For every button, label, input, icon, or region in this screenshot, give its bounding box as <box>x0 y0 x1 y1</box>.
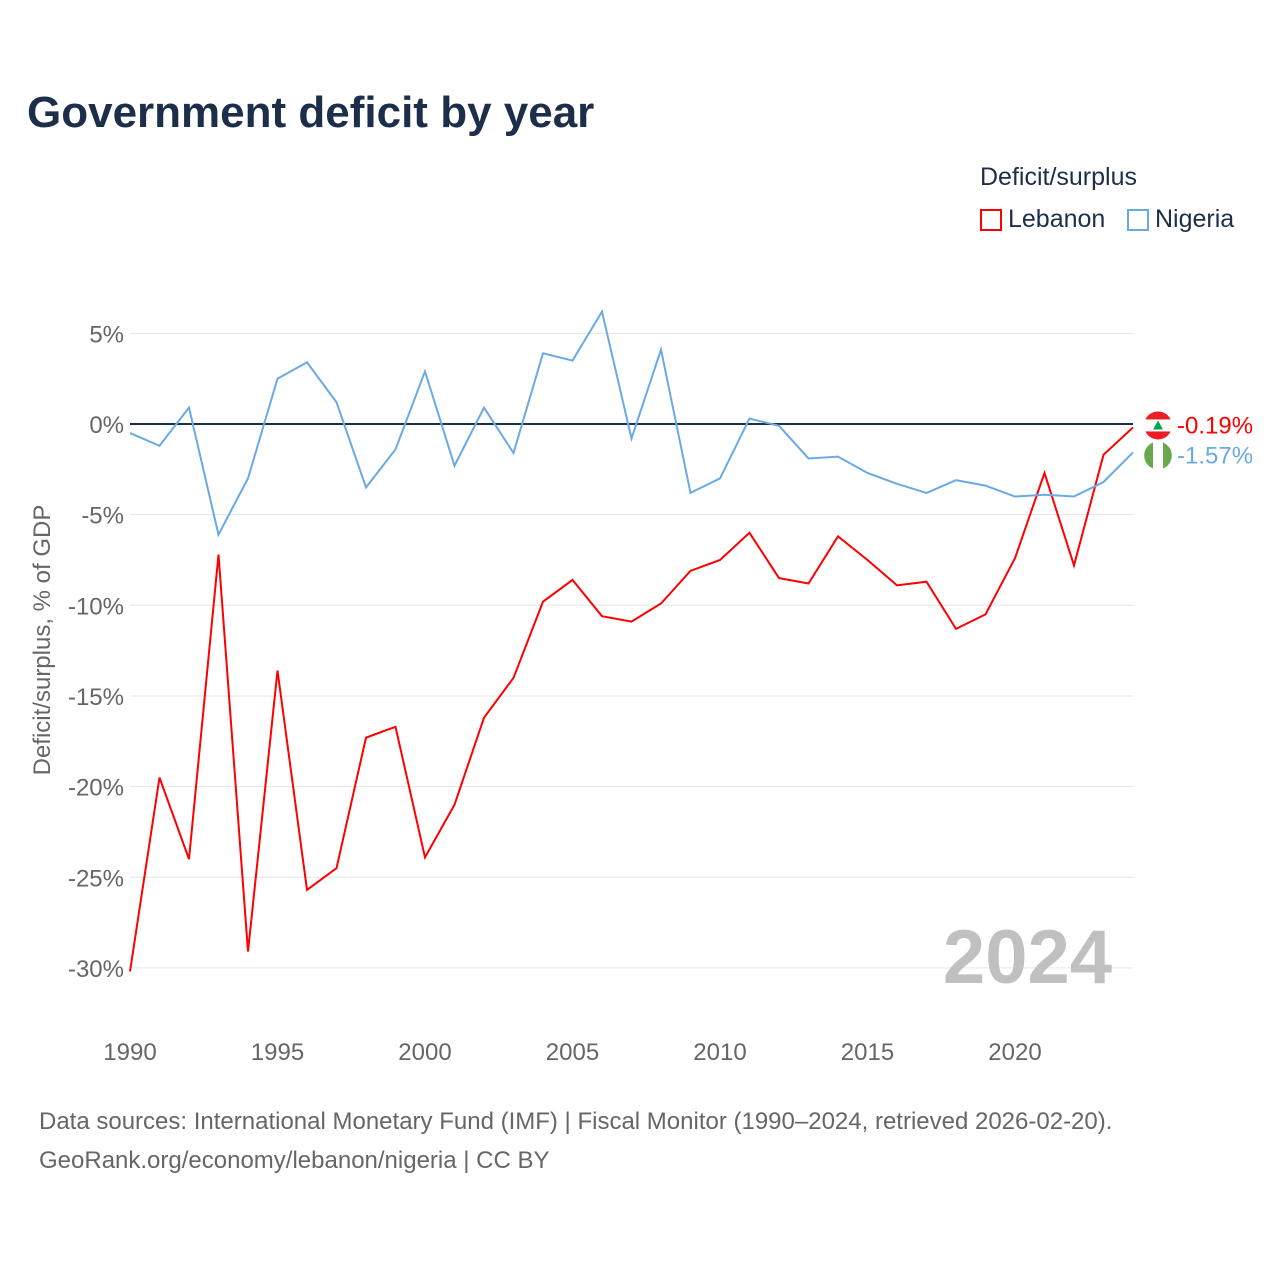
source-note: Data sources: International Monetary Fun… <box>39 1108 1113 1135</box>
series-line-nigeria <box>129 308 1134 538</box>
y-tick-label: -30% <box>68 956 124 983</box>
legend-label: Nigeria <box>1155 205 1235 233</box>
x-tick-label: 2020 <box>988 1039 1041 1066</box>
y-axis-label: Deficit/surplus, % of GDP <box>29 505 56 776</box>
y-tick-label: -10% <box>68 593 124 620</box>
source-link[interactable]: GeoRank.org/economy/lebanon/nigeria | CC… <box>39 1147 550 1174</box>
y-tick-label: -5% <box>81 503 124 530</box>
legend-swatch <box>1127 208 1149 231</box>
x-tick-label: 2015 <box>841 1039 894 1066</box>
series-line-lebanon <box>129 426 1134 972</box>
end-value-label: -1.57% <box>1177 442 1253 469</box>
y-tick-label: -25% <box>68 865 124 892</box>
y-tick-label: -20% <box>68 775 124 802</box>
flag-band <box>1163 442 1172 469</box>
y-tick-label: -15% <box>68 684 124 711</box>
chart-title: Government deficit by year <box>27 88 595 137</box>
x-tick-label: 2010 <box>693 1039 746 1066</box>
legend-swatch <box>980 208 1002 231</box>
flag-band <box>1144 442 1153 469</box>
legend-item-nigeria[interactable]: Nigeria <box>1127 205 1234 234</box>
legend-item-lebanon[interactable]: Lebanon <box>980 205 1105 234</box>
y-tick-label: 0% <box>89 412 124 439</box>
x-tick-label: 1995 <box>251 1039 304 1066</box>
legend-label: Lebanon <box>1008 205 1106 233</box>
x-tick-label: 2005 <box>546 1039 599 1066</box>
x-tick-label: 2000 <box>398 1039 451 1066</box>
x-tick-label: 1990 <box>103 1039 156 1066</box>
y-tick-label: 5% <box>89 321 124 348</box>
end-value-label: -0.19% <box>1177 412 1253 439</box>
legend-title: Deficit/surplus <box>980 163 1137 191</box>
year-watermark: 2024 <box>943 915 1112 1000</box>
cedar-icon <box>1153 420 1163 430</box>
